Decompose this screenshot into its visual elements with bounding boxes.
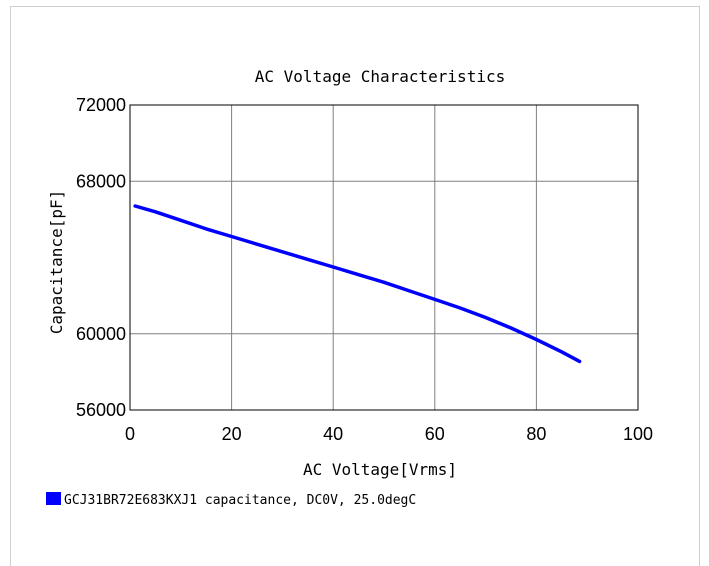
x-axis-label: AC Voltage[Vrms]	[303, 460, 457, 479]
y-tick-label: 60000	[76, 324, 126, 344]
legend-swatch	[46, 492, 61, 505]
x-tick-label: 20	[222, 424, 242, 444]
plot-area	[130, 105, 638, 410]
x-tick-label: 60	[425, 424, 445, 444]
plot-border	[129, 104, 639, 411]
series-layer	[133, 204, 582, 364]
x-tick-label: 40	[323, 424, 343, 444]
legend: GCJ31BR72E683KXJ1 capacitance, DC0V, 25.…	[46, 492, 416, 508]
chart-title: AC Voltage Characteristics	[255, 67, 505, 86]
axis-ticks: 0 20 40 60 80 100 72000 68000 60000 56000	[76, 95, 653, 444]
y-tick-label: 68000	[76, 171, 126, 191]
legend-label: GCJ31BR72E683KXJ1 capacitance, DC0V, 25.…	[64, 493, 416, 508]
series-line	[133, 204, 582, 364]
grid-lines	[130, 105, 638, 410]
x-tick-label: 0	[125, 424, 135, 444]
y-tick-label: 72000	[76, 95, 126, 115]
y-axis-label: Capacitance[pF]	[47, 190, 66, 335]
x-tick-label: 80	[526, 424, 546, 444]
y-tick-label: 56000	[76, 400, 126, 420]
x-tick-label: 100	[623, 424, 653, 444]
